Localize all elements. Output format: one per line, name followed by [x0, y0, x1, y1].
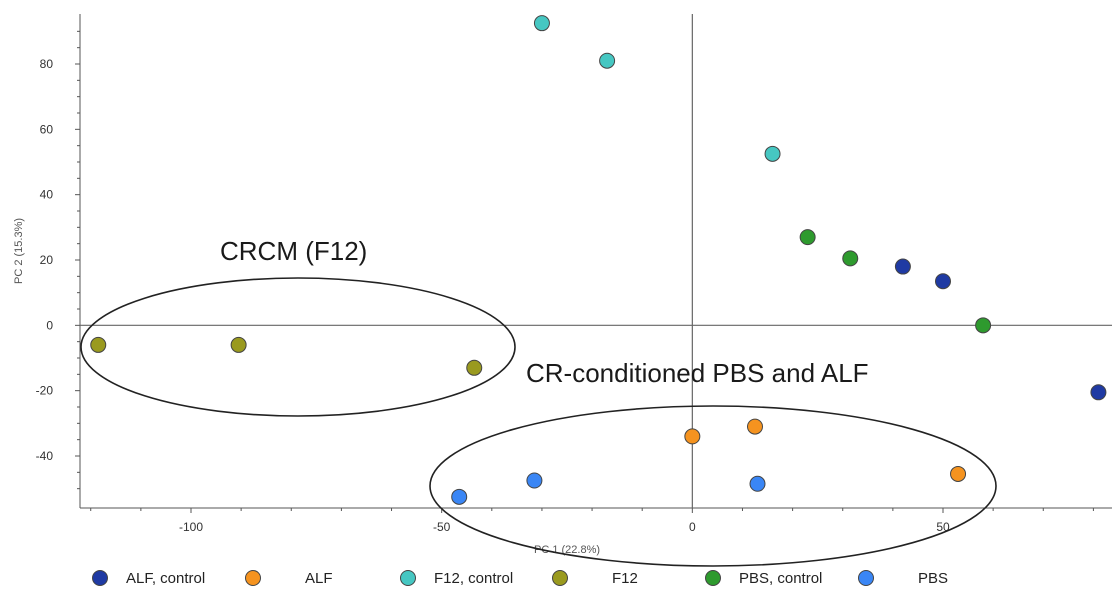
legend-marker [858, 570, 874, 586]
y-tick-label: 80 [40, 57, 54, 71]
data-point [950, 465, 967, 482]
cr-conditioned-ellipse [429, 405, 997, 567]
crcm-ellipse [80, 277, 516, 417]
data-point [749, 475, 766, 492]
cr-conditioned-annotation: CR-conditioned PBS and ALF [526, 358, 869, 388]
y-tick-label: -20 [36, 384, 54, 398]
x-tick-label: -50 [433, 520, 451, 534]
legend-label: F12, control [434, 570, 513, 587]
data-point [90, 336, 107, 353]
y-tick-label: 40 [40, 188, 54, 202]
legend-label: PBS, control [739, 570, 822, 587]
data-point [894, 258, 911, 275]
data-point [975, 317, 992, 334]
x-axis-title: PC 1 (22.8%) [534, 544, 600, 556]
data-point [533, 15, 550, 32]
data-point [466, 359, 483, 376]
data-point [230, 336, 247, 353]
x-tick-label: 0 [689, 520, 696, 534]
data-point [526, 472, 543, 489]
crcm-annotation: CRCM (F12) [220, 236, 367, 266]
data-point [451, 488, 468, 505]
legend-marker [245, 570, 261, 586]
y-tick-label: 0 [46, 318, 53, 332]
legend-label: ALF, control [126, 570, 205, 587]
data-point [684, 428, 701, 445]
data-point [764, 145, 781, 162]
y-tick-label: 60 [40, 122, 54, 136]
x-tick-label: -100 [179, 520, 203, 534]
legend: ALF, control ALF F12, control F12 PBS, contr… [92, 570, 948, 587]
legend-marker [552, 570, 568, 586]
data-points [90, 15, 1107, 505]
legend-label: PBS [918, 570, 948, 587]
legend-marker [705, 570, 721, 586]
data-point [842, 250, 859, 267]
data-point [747, 418, 763, 435]
data-point [799, 229, 816, 246]
group-ellipses [80, 277, 997, 567]
legend-label: F12 [612, 570, 638, 587]
y-tick-label: -40 [36, 449, 54, 463]
legend-marker [92, 570, 108, 586]
y-axis-title: PC 2 (15.3%) [13, 218, 25, 284]
data-point [935, 273, 951, 290]
y-tick-label: 20 [40, 253, 54, 267]
legend-label: ALF [305, 570, 333, 587]
data-point [599, 52, 616, 69]
data-point [1090, 384, 1107, 401]
legend-marker [400, 570, 416, 586]
